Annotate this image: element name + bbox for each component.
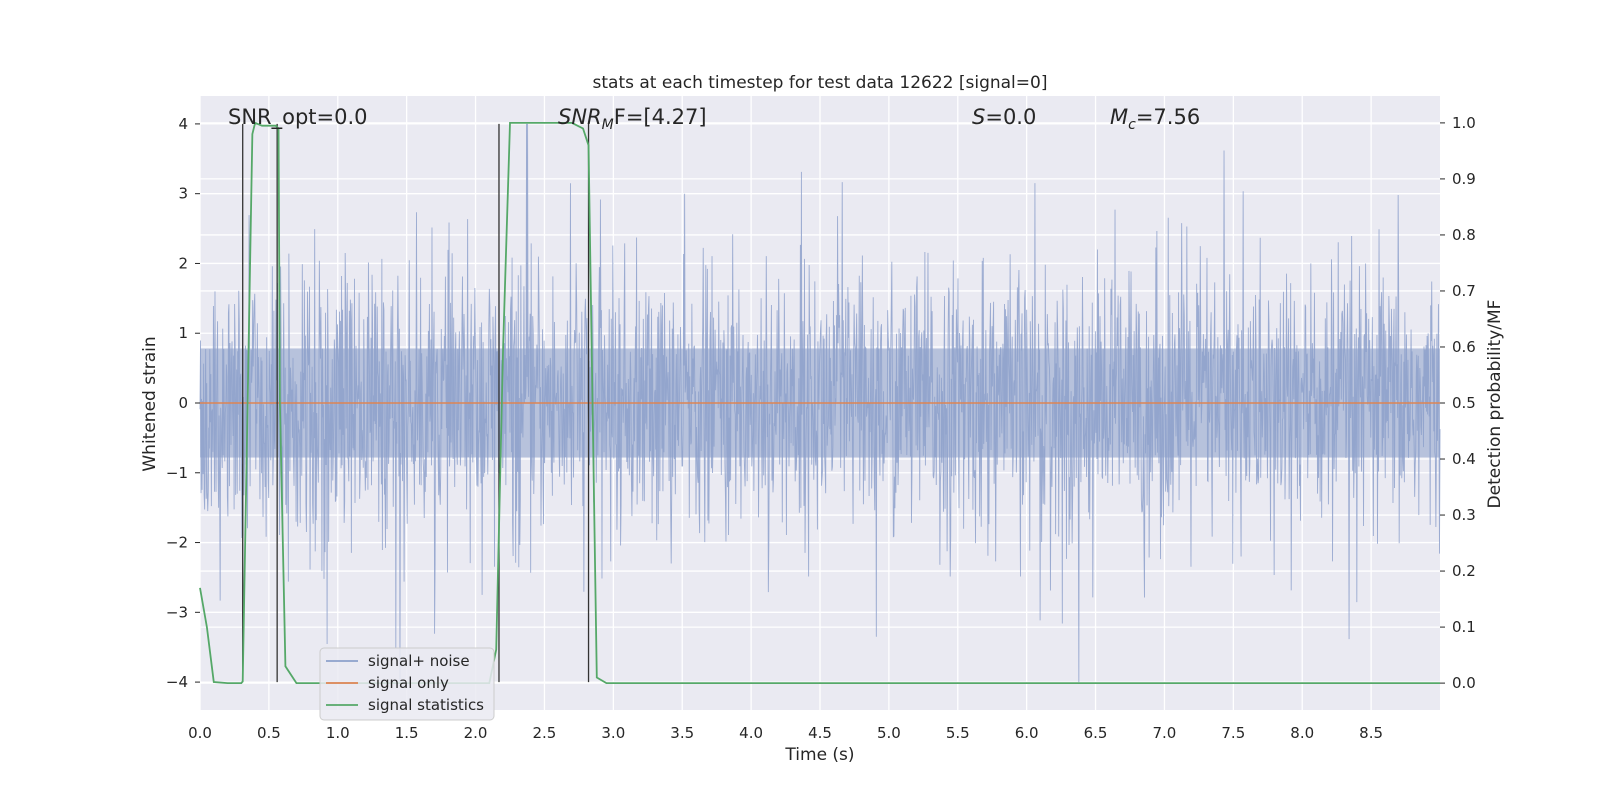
y2-tick-3: 0.7	[1452, 282, 1476, 300]
legend-label-stats: signal statistics	[368, 696, 484, 714]
legend: signal+ noise signal only signal statist…	[319, 647, 495, 721]
y2-tick-9: 0.1	[1452, 618, 1476, 636]
y2-tick-6: 0.4	[1452, 450, 1476, 468]
y-tick-0: 4	[178, 115, 188, 133]
snr-mf-rest: F=[4.27]	[614, 105, 707, 129]
x-axis-label: Time (s)	[784, 745, 854, 765]
y-tick-2: 2	[178, 254, 188, 272]
s-rest: =0.0	[985, 105, 1036, 129]
x-tick-4: 2.0	[464, 724, 488, 742]
y-tick-1: 3	[178, 185, 188, 203]
y-tick-7: −3	[166, 603, 188, 621]
x-tick-5: 2.5	[533, 724, 557, 742]
x-tick-3: 1.5	[395, 724, 419, 742]
x-tick-7: 3.5	[670, 724, 694, 742]
mc-sub: c	[1128, 117, 1136, 133]
x-tick-2: 1.0	[326, 724, 350, 742]
x-tick-16: 8.0	[1290, 724, 1314, 742]
x-tick-1: 0.5	[257, 724, 281, 742]
y2-tick-4: 0.6	[1452, 338, 1476, 356]
x-tick-9: 4.5	[808, 724, 832, 742]
legend-box	[319, 647, 495, 721]
y2-tick-2: 0.8	[1452, 226, 1476, 244]
y2-tick-7: 0.3	[1452, 506, 1476, 524]
annotation-snr-mf: SNRMF=[4.27]	[558, 105, 707, 133]
y-axis-label: Whitened strain	[140, 336, 160, 471]
s-main: S	[972, 105, 985, 129]
y-tick-4: 0	[178, 394, 188, 412]
mc-rest: =7.56	[1136, 105, 1200, 129]
legend-label-noise: signal+ noise	[368, 652, 470, 670]
y2-tick-10: 0.0	[1452, 674, 1476, 692]
x-tick-10: 5.0	[877, 724, 901, 742]
mc-main: M	[1110, 105, 1128, 129]
x-tick-6: 3.0	[601, 724, 625, 742]
y-tick-8: −4	[166, 673, 188, 691]
y-tick-6: −2	[166, 534, 188, 552]
x-tick-11: 5.5	[946, 724, 970, 742]
y2-axis-label: Detection probability/MF	[1485, 300, 1505, 509]
x-tick-14: 7.0	[1153, 724, 1177, 742]
y2-tick-1: 0.9	[1452, 170, 1476, 188]
x-tick-13: 6.5	[1084, 724, 1108, 742]
y-tick-labels: 4 3 2 1 0 −1 −2 −3 −4	[166, 115, 200, 691]
y2-tick-5: 0.5	[1452, 394, 1476, 412]
chart-title: stats at each timestep for test data 126…	[593, 73, 1048, 93]
snr-mf-main: SNR	[558, 105, 602, 129]
y2-tick-0: 1.0	[1452, 114, 1476, 132]
signal-statistics-series	[199, 121, 1440, 685]
x-tick-17: 8.5	[1359, 724, 1383, 742]
x-tick-labels: 0.0 0.5 1.0 1.5 2.0 2.5 3.0 3.5 4.0 4.5 5.0 5.5 6.0 6…	[188, 724, 1383, 742]
annotation-snr-opt: SNR_opt=0.0	[228, 105, 368, 130]
y-tick-3: 1	[178, 324, 188, 342]
x-tick-8: 4.0	[739, 724, 763, 742]
snr-mf-sub: M	[602, 117, 614, 133]
detection-markers	[242, 123, 590, 683]
x-tick-15: 7.5	[1221, 724, 1245, 742]
y2-tick-labels: 1.0 0.9 0.8 0.7 0.6 0.5 0.4 0.3 0.2 0.1 0.0	[1440, 114, 1476, 692]
y-tick-5: −1	[166, 464, 188, 482]
legend-label-signal: signal only	[368, 674, 449, 692]
x-tick-0: 0.0	[188, 724, 212, 742]
y2-tick-8: 0.2	[1452, 562, 1476, 580]
annotation-mc: Mc=7.56	[1110, 105, 1200, 133]
x-tick-12: 6.0	[1015, 724, 1039, 742]
annotation-s: S=0.0	[972, 105, 1036, 129]
